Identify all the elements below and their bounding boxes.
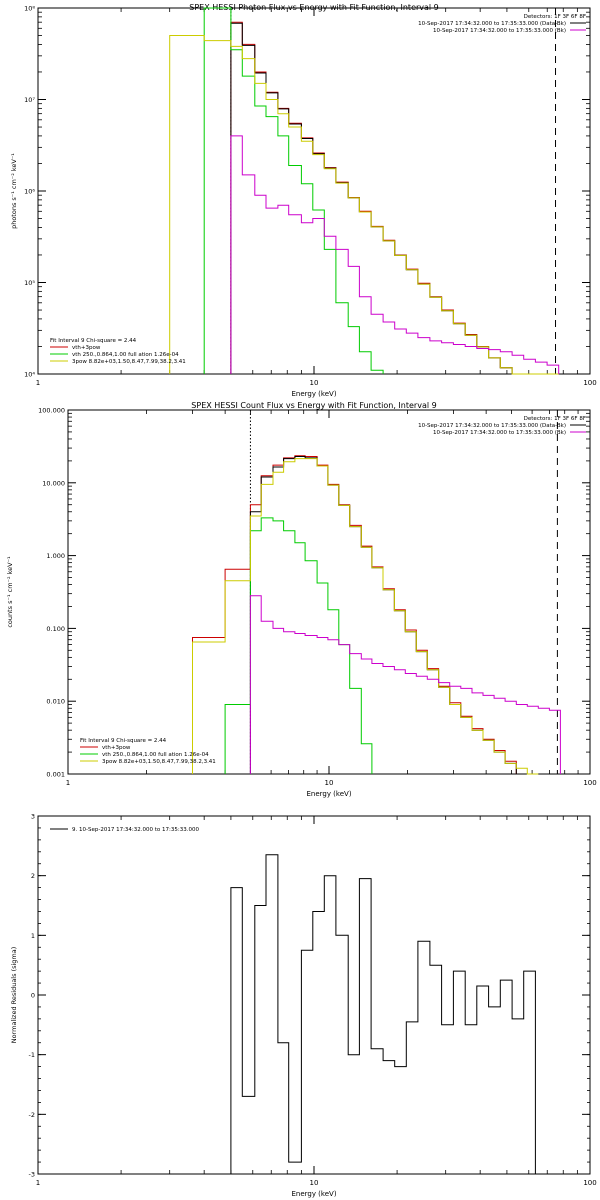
count-y-axis-label: counts s⁻¹ cm⁻² keV⁻¹	[6, 556, 14, 628]
count-legend-fit-line: Fit Interval 9 Chi-square = 2.44	[80, 738, 167, 744]
photon-y-tick-label: 10⁷	[24, 96, 35, 104]
residual-y-tick-label: -3	[29, 1171, 35, 1179]
photon-x-tick-label: 100	[583, 379, 596, 387]
count-chart-title: SPEX HESSI Count Flux vs Energy with Fit…	[191, 401, 436, 410]
photon-legend-fit-line: vth+3pow	[72, 345, 101, 351]
count-legend-topright-line: Detectors: 1F 3F 6F 8F	[524, 416, 586, 422]
residual-x-tick-label: 1	[36, 1179, 40, 1187]
residual-x-tick-label: 100	[583, 1179, 596, 1187]
count-chart-plot: 1 10 100 0.001 0.010 0.100 1.000 10.000 100.000 E…	[6, 407, 597, 799]
count-y-tick-label: 0.010	[46, 698, 65, 706]
count-series-bk	[249, 595, 561, 774]
photon-chart-plot: 1 10 100 10⁴ 10⁵ 10⁶ 10⁷ 10⁸ Energy (keV) photons…	[10, 5, 597, 399]
residual-x-tick-label: 10	[310, 1179, 319, 1187]
photon-x-tick-label: 10	[310, 379, 319, 387]
count-series-3pow	[192, 458, 539, 775]
count-series-total	[249, 456, 517, 774]
residual-y-tick-label: 3	[31, 813, 35, 821]
count-flux-chart: SPEX HESSI Count Flux vs Energy with Fit…	[6, 401, 597, 798]
count-legend-fit-line: 3pow 8.82e+03,1.50,8.47,7.99,38.2,3.41	[102, 759, 216, 765]
photon-legend-fit-line: 3pow 8.82e+03,1.50,8.47,7.99,38.2,3.41	[72, 359, 186, 365]
residual-x-axis-label: Energy (keV)	[291, 1190, 336, 1198]
count-series-vth-3pow	[192, 455, 517, 774]
photon-y-tick-label: 10⁸	[24, 5, 35, 13]
count-legend-topright-line: 10-Sep-2017 17:34:32.000 to 17:35:33.000…	[433, 430, 566, 436]
count-legend-fit-line: vth 250.,0.864,1.00 full ation 1.26e-04	[102, 752, 209, 758]
count-series-vth	[224, 517, 373, 774]
residual-y-axis-label: Normalized Residuals (sigma)	[10, 947, 18, 1044]
photon-flux-chart: SPEX HESSI Photon Flux vs Energy with Fi…	[10, 3, 597, 398]
count-y-tick-label: 10.000	[42, 479, 65, 487]
photon-legend-topright-line: 10-Sep-2017 17:34:32.000 to 17:35:33.000…	[433, 28, 566, 34]
photon-series-total	[230, 22, 559, 375]
count-plot-frame	[67, 409, 591, 775]
photon-legend-fit-line: vth 250.,0.864,1.00 full ation 1.26e-04	[72, 352, 179, 358]
residual-legend-label: 9. 10-Sep-2017 17:34:32.000 to 17:35:33.…	[72, 827, 199, 833]
residual-y-tick-label: -1	[29, 1051, 35, 1059]
count-y-tick-label: 0.001	[46, 771, 65, 779]
residual-y-tick-label: -2	[29, 1111, 35, 1119]
photon-legend-fit-line: Fit Interval 9 Chi-square = 2.44	[50, 338, 137, 344]
residual-series-residual	[230, 854, 536, 1174]
count-y-tick-label: 100.000	[38, 407, 65, 415]
count-x-tick-label: 10	[325, 779, 334, 787]
photon-legend-topright-line: Detectors: 1F 3F 6F 8F	[524, 14, 586, 20]
residuals-chart: 1 10 100 -3 -2 -1 0 1 2 3 Energy (keV) Normalized R…	[10, 813, 597, 1199]
photon-x-axis-label: Energy (keV)	[291, 390, 336, 398]
count-y-tick-label: 0.100	[46, 625, 65, 633]
count-x-tick-label: 1	[66, 779, 70, 787]
residual-y-tick-label: 1	[31, 932, 35, 940]
photon-plot-frame	[37, 7, 591, 375]
photon-series-vth	[203, 7, 384, 374]
residual-plot-frame	[37, 815, 591, 1175]
photon-y-tick-label: 10⁵	[24, 279, 35, 287]
photon-y-tick-label: 10⁶	[24, 188, 35, 196]
count-x-axis-label: Energy (keV)	[306, 790, 351, 798]
residual-y-tick-label: 2	[31, 872, 35, 880]
count-y-tick-label: 1.000	[46, 552, 65, 560]
photon-x-tick-label: 1	[36, 379, 40, 387]
count-legend-fit-line: vth+3pow	[102, 745, 131, 751]
photon-y-axis-label: photons s⁻¹ cm⁻² keV⁻¹	[10, 153, 18, 229]
photon-y-tick-label: 10⁴	[24, 371, 35, 379]
residual-y-tick-label: 0	[31, 992, 35, 1000]
residuals-chart-plot: 1 10 100 -3 -2 -1 0 1 2 3 Energy (keV) Normalized R…	[10, 813, 597, 1199]
photon-series-bk	[230, 135, 560, 374]
photon-series-3pow	[169, 35, 559, 375]
count-x-tick-label: 100	[583, 779, 596, 787]
count-legend-topright-line: 10-Sep-2017 17:34:32.000 to 17:35:33.000…	[418, 423, 566, 429]
photon-series-vth-3pow	[230, 21, 559, 375]
photon-legend-topright-line: 10-Sep-2017 17:34:32.000 to 17:35:33.000…	[418, 21, 566, 27]
